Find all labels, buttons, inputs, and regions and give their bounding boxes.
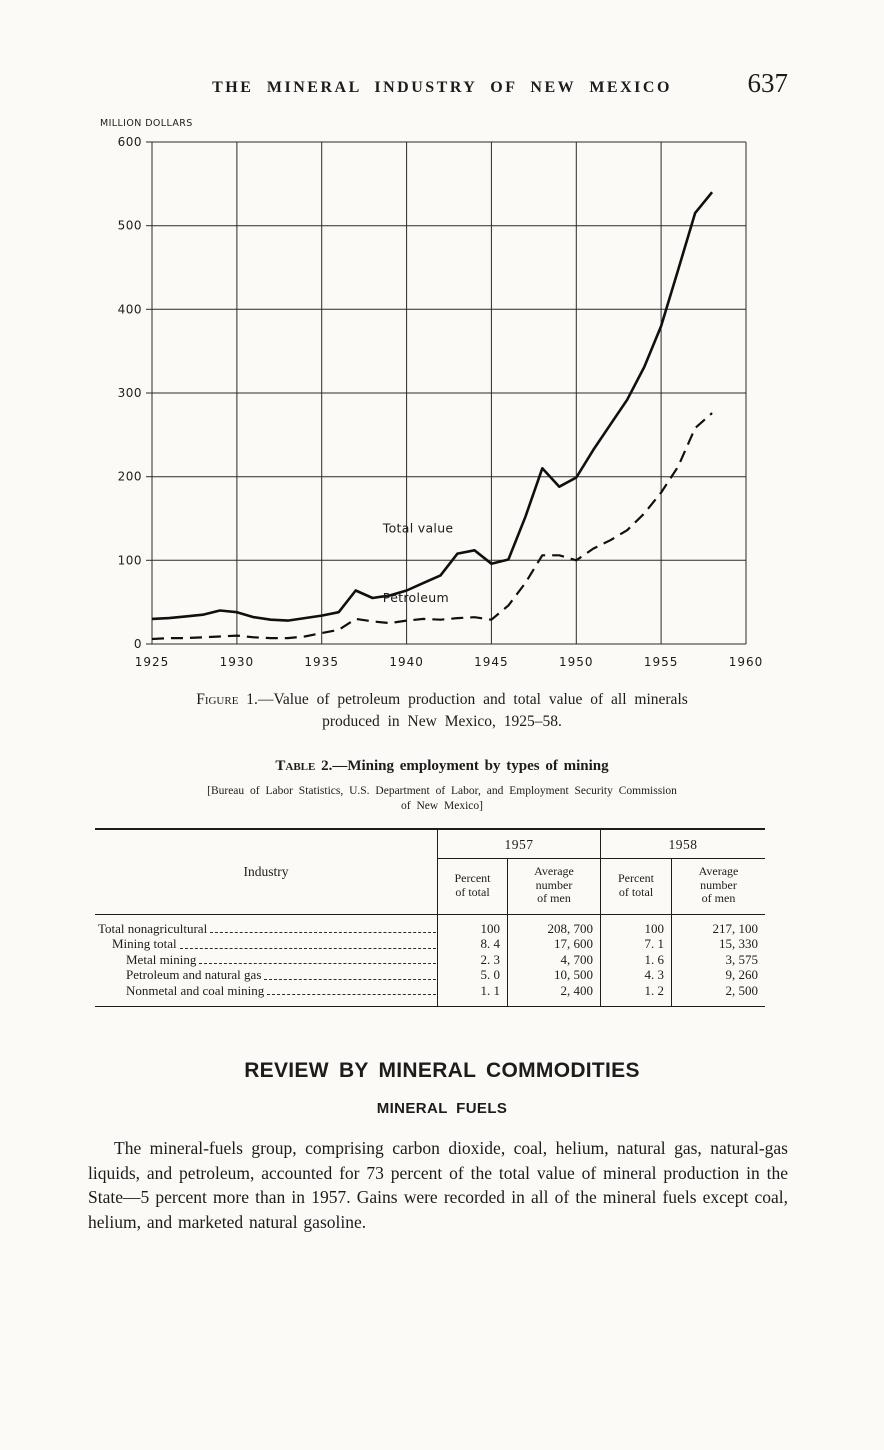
total-value-line — [151, 191, 714, 622]
industry-label: Petroleum and natural gas — [126, 967, 262, 983]
col-header-industry: Industry — [95, 830, 437, 915]
cell-average-1957: 208, 700 — [507, 914, 600, 937]
col-header-percent-1958: Percent of total — [600, 859, 671, 915]
x-tick-label: 1960 — [729, 655, 764, 669]
employment-table: Industry 1957 1958 Percent of total Aver… — [95, 828, 765, 1008]
y-tick-label: 500 — [118, 219, 142, 233]
y-tick-label: 400 — [118, 302, 142, 316]
table-row: Metal mining — [95, 952, 437, 968]
section-heading-mineral-fuels: MINERAL FUELS — [376, 1100, 508, 1118]
cell-average-1957: 4, 700 — [507, 951, 600, 968]
table-source-line1: [Bureau of Labor Statistics, U.S. Depart… — [207, 785, 677, 798]
y-tick-label: 100 — [118, 553, 142, 567]
series-inline-label: Total value — [382, 521, 454, 536]
y-tick-label: 0 — [134, 637, 142, 651]
x-tick-label: 1925 — [135, 655, 170, 669]
cell-percent-1958: 4. 3 — [600, 967, 671, 983]
cell-percent-1958: 1. 2 — [600, 982, 671, 1007]
y-axis-title: MILLION DOLLARS — [100, 118, 193, 129]
cell-percent-1958: 7. 1 — [600, 936, 671, 952]
dash-leader — [179, 947, 436, 949]
cell-average-1958: 3, 575 — [671, 951, 765, 968]
figure-caption-line2: produced in New Mexico, 1925–58. — [322, 712, 562, 730]
y-tick-label: 200 — [118, 470, 142, 484]
cell-average-1958: 2, 500 — [671, 982, 765, 1007]
line-chart: 0 100 200 300 400 500 600 1925 1930 1935 1940 1945 1… — [100, 118, 764, 669]
table-source: [Bureau of Labor Statistics, U.S. Depart… — [0, 784, 884, 814]
x-tick-label: 1935 — [304, 655, 339, 669]
figure-caption: Figure 1.—Value of petroleum production … — [0, 689, 884, 732]
y-tick-label: 600 — [118, 135, 142, 149]
figure-1-chart: 0 100 200 300 400 500 600 1925 1930 1935 1940 1945 1… — [94, 112, 778, 677]
cell-percent-1957: 100 — [437, 914, 507, 937]
x-tick-label: 1930 — [220, 655, 255, 669]
industry-label: Metal mining — [126, 951, 197, 967]
figure-caption-text: —Value of petroleum production and total… — [257, 691, 688, 708]
dash-leader — [267, 994, 436, 996]
table-row: Total nonagricultural — [95, 915, 437, 937]
col-header-average-1957: Average number of men — [507, 859, 600, 915]
col-header-average-1958: Average number of men — [671, 859, 765, 915]
cell-average-1958: 9, 260 — [671, 967, 765, 983]
table-title-text: —Mining employment by types of mining — [332, 758, 609, 775]
figure-label: Figure 1. — [196, 691, 258, 708]
dash-leader — [264, 978, 436, 980]
x-tick-label: 1955 — [644, 655, 679, 669]
cell-average-1957: 2, 400 — [507, 982, 600, 1007]
x-tick-label: 1945 — [474, 655, 509, 669]
dash-leader — [199, 963, 436, 965]
cell-percent-1958: 100 — [600, 914, 671, 937]
x-tick-label: 1940 — [389, 655, 424, 669]
industry-label: Nonmetal and coal mining — [126, 982, 265, 998]
body-paragraph: The mineral-fuels group, comprising carb… — [88, 1138, 788, 1232]
section-heading-review: REVIEW BY MINERAL COMMODITIES — [244, 1059, 640, 1083]
series-inline-label: Petroleum — [383, 590, 449, 605]
table-row: Petroleum and natural gas — [95, 967, 437, 983]
cell-percent-1958: 1. 6 — [600, 951, 671, 968]
running-head: THE MINERAL INDUSTRY OF NEW MEXICO — [212, 79, 672, 96]
table-label: Table 2. — [275, 758, 333, 775]
industry-label: Total nonagricultural — [98, 920, 208, 936]
cell-percent-1957: 2. 3 — [437, 951, 507, 968]
cell-percent-1957: 8. 4 — [437, 936, 507, 952]
col-group-1957: 1957 — [437, 830, 600, 860]
table-source-line2: of New Mexico] — [400, 800, 483, 813]
cell-average-1957: 10, 500 — [507, 967, 600, 983]
table-title: Table 2.—Mining employment by types of m… — [0, 758, 884, 775]
y-tick-label: 300 — [118, 386, 142, 400]
cell-percent-1957: 1. 1 — [437, 982, 507, 1007]
x-tick-label: 1950 — [559, 655, 594, 669]
table-row: Nonmetal and coal mining — [95, 983, 437, 1007]
document-page: THE MINERAL INDUSTRY OF NEW MEXICO 637 0… — [0, 68, 884, 1450]
industry-label: Mining total — [112, 936, 177, 952]
dash-leader — [210, 932, 436, 934]
cell-average-1957: 17, 600 — [507, 936, 600, 952]
col-group-1958: 1958 — [600, 830, 765, 860]
page-header: THE MINERAL INDUSTRY OF NEW MEXICO 637 — [0, 68, 884, 106]
cell-average-1958: 15, 330 — [671, 936, 765, 952]
page-number: 637 — [747, 68, 789, 98]
table-row: Mining total — [95, 936, 437, 952]
cell-average-1958: 217, 100 — [671, 914, 765, 937]
col-header-percent-1957: Percent of total — [437, 859, 507, 915]
figure-caption-line1: Figure 1.—Value of petroleum production … — [0, 689, 884, 711]
cell-percent-1957: 5. 0 — [437, 967, 507, 983]
